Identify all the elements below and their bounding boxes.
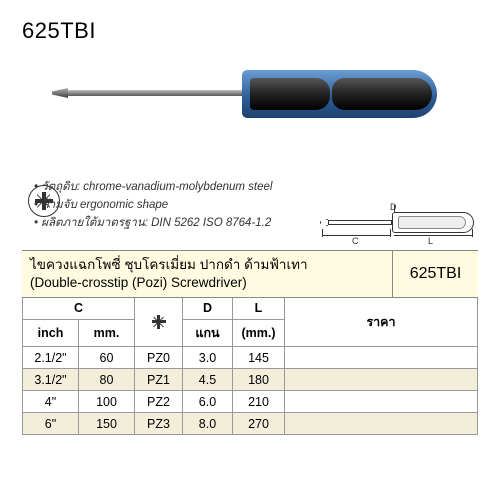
cell-inch: 6": [23, 413, 79, 435]
col-header-tip-icon: [135, 298, 183, 347]
cell-inch: 4": [23, 391, 79, 413]
cell-l: 270: [233, 413, 285, 435]
cell-pz: PZ0: [135, 347, 183, 369]
cell-price: [285, 413, 478, 435]
cell-d: 6.0: [183, 391, 233, 413]
col-header-mm: mm.: [79, 320, 135, 347]
col-header-d-sub: แกน: [183, 320, 233, 347]
cell-d: 4.5: [183, 369, 233, 391]
col-header-d: D: [183, 298, 233, 320]
cell-price: [285, 391, 478, 413]
feature-item: วัตถุดิบ: chrome-vanadium-molybdenum ste…: [34, 179, 478, 197]
cell-mm: 100: [79, 391, 135, 413]
table-row: 2.1/2" 60 PZ0 3.0 145: [23, 347, 478, 369]
cell-l: 210: [233, 391, 285, 413]
screwdriver-handle-black: [250, 78, 330, 110]
col-header-c: C: [23, 298, 135, 320]
cell-l: 145: [233, 347, 285, 369]
dim-label-c: C: [352, 236, 359, 246]
cell-inch: 2.1/2": [23, 347, 79, 369]
cell-inch: 3.1/2": [23, 369, 79, 391]
cell-pz: PZ3: [135, 413, 183, 435]
cell-price: [285, 347, 478, 369]
cell-mm: 60: [79, 347, 135, 369]
table-title-row: ไขควงแฉกโพซี่ ชุบโครเมี่ยม ปากดำ ด้ามฟ้า…: [22, 251, 478, 297]
col-header-price: ราคา: [285, 298, 478, 347]
cell-l: 180: [233, 369, 285, 391]
col-header-l-sub: (mm.): [233, 320, 285, 347]
table-title-code: 625TBI: [392, 251, 478, 296]
cell-pz: PZ1: [135, 369, 183, 391]
table-row: 6" 150 PZ3 8.0 270: [23, 413, 478, 435]
table-row: 3.1/2" 80 PZ1 4.5 180: [23, 369, 478, 391]
cell-price: [285, 369, 478, 391]
cell-mm: 150: [79, 413, 135, 435]
screwdriver-shaft: [68, 90, 243, 96]
col-header-inch: inch: [23, 320, 79, 347]
cell-d: 8.0: [183, 413, 233, 435]
screwdriver-tip: [52, 88, 68, 98]
screwdriver-handle-black-rear: [332, 78, 432, 110]
product-image: [22, 52, 478, 137]
pozi-tip-icon: [28, 185, 60, 217]
table-row: 4" 100 PZ2 6.0 210: [23, 391, 478, 413]
dim-label-l: L: [428, 236, 433, 246]
spec-table: ไขควงแฉกโพซี่ ชุบโครเมี่ยม ปากดำ ด้ามฟ้า…: [22, 250, 478, 435]
col-header-l: L: [233, 298, 285, 320]
cell-mm: 80: [79, 369, 135, 391]
cell-pz: PZ2: [135, 391, 183, 413]
cell-d: 3.0: [183, 347, 233, 369]
table-title-thai: ไขควงแฉกโพซี่ ชุบโครเมี่ยม ปากดำ ด้ามฟ้า…: [30, 256, 384, 274]
table-title-eng: (Double-crosstip (Pozi) Screwdriver): [30, 274, 384, 292]
dimension-diagram: D C L: [320, 208, 476, 252]
product-code: 625TBI: [22, 18, 478, 44]
